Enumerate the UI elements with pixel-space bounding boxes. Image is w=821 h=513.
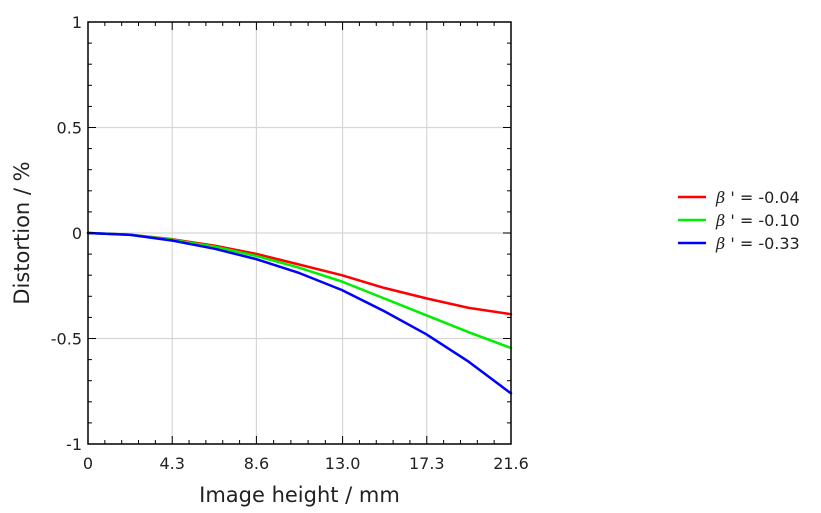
series-line-3 bbox=[86, 231, 513, 395]
tick-marks bbox=[87, 21, 512, 445]
y-tick-label: 0 bbox=[72, 224, 82, 243]
y-axis-title: Distortion / % bbox=[10, 161, 34, 304]
series-line-2 bbox=[86, 231, 513, 350]
x-tick-label: 17.3 bbox=[409, 454, 445, 473]
y-tick-label: 1 bbox=[72, 13, 82, 32]
legend-label-3: β ' = -0.33 bbox=[715, 234, 800, 253]
legend-label-2: β ' = -0.10 bbox=[715, 211, 800, 230]
x-axis-title: Image height / mm bbox=[199, 483, 400, 507]
tick-labels: 0 4.3 8.6 13.0 17.3 21.6 1 0.5 0 -0.5 -1 bbox=[51, 13, 529, 473]
x-tick-label: 13.0 bbox=[325, 454, 361, 473]
y-tick-label: 0.5 bbox=[57, 119, 82, 138]
x-tick-label: 4.3 bbox=[159, 454, 184, 473]
grid-lines bbox=[88, 22, 511, 444]
x-tick-label: 21.6 bbox=[493, 454, 529, 473]
y-tick-label: -0.5 bbox=[51, 330, 82, 349]
x-tick-label: 0 bbox=[83, 454, 93, 473]
series-lines bbox=[86, 231, 513, 395]
legend: β ' = -0.04 β ' = -0.10 β ' = -0.33 bbox=[678, 188, 800, 253]
x-tick-label: 8.6 bbox=[244, 454, 269, 473]
y-tick-label: -1 bbox=[66, 435, 82, 454]
legend-label-1: β ' = -0.04 bbox=[715, 188, 800, 207]
